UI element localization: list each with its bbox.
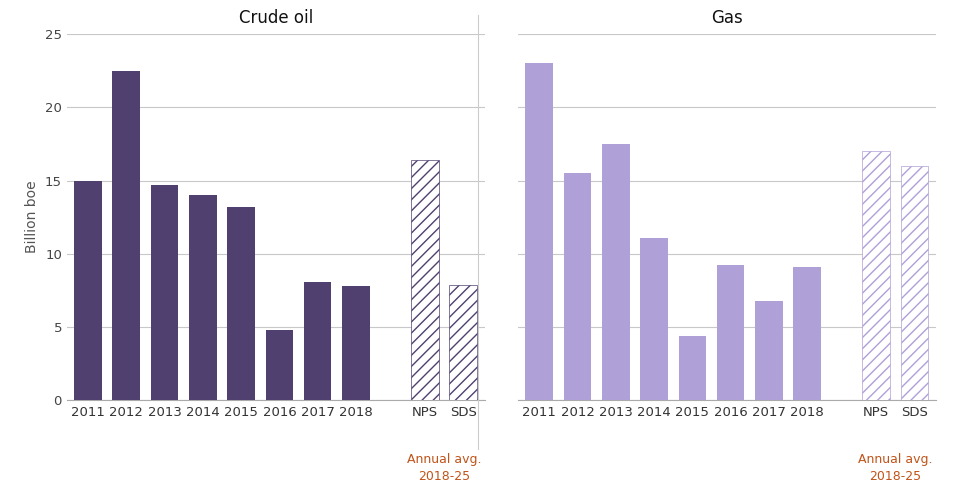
Bar [755,301,783,400]
Text: Annual avg.
2018-25: Annual avg. 2018-25 [407,453,481,483]
Bar [113,71,140,400]
Bar [602,144,629,400]
Bar [151,185,179,400]
Bar [265,330,293,400]
Bar [450,285,477,400]
Bar [901,166,928,400]
Bar [640,238,668,400]
Bar [794,267,821,400]
Bar [717,265,744,400]
Bar [563,173,591,400]
Bar [74,181,101,400]
Bar [679,336,706,400]
Title: Gas: Gas [711,9,743,27]
Bar [525,63,553,400]
Bar [304,282,331,400]
Bar [227,207,255,400]
Y-axis label: Billion boe: Billion boe [26,181,39,253]
Bar [862,151,890,400]
Bar [412,160,438,400]
Text: Annual avg.
2018-25: Annual avg. 2018-25 [858,453,932,483]
Bar [342,286,370,400]
Bar [189,195,217,400]
Title: Crude oil: Crude oil [239,9,313,27]
